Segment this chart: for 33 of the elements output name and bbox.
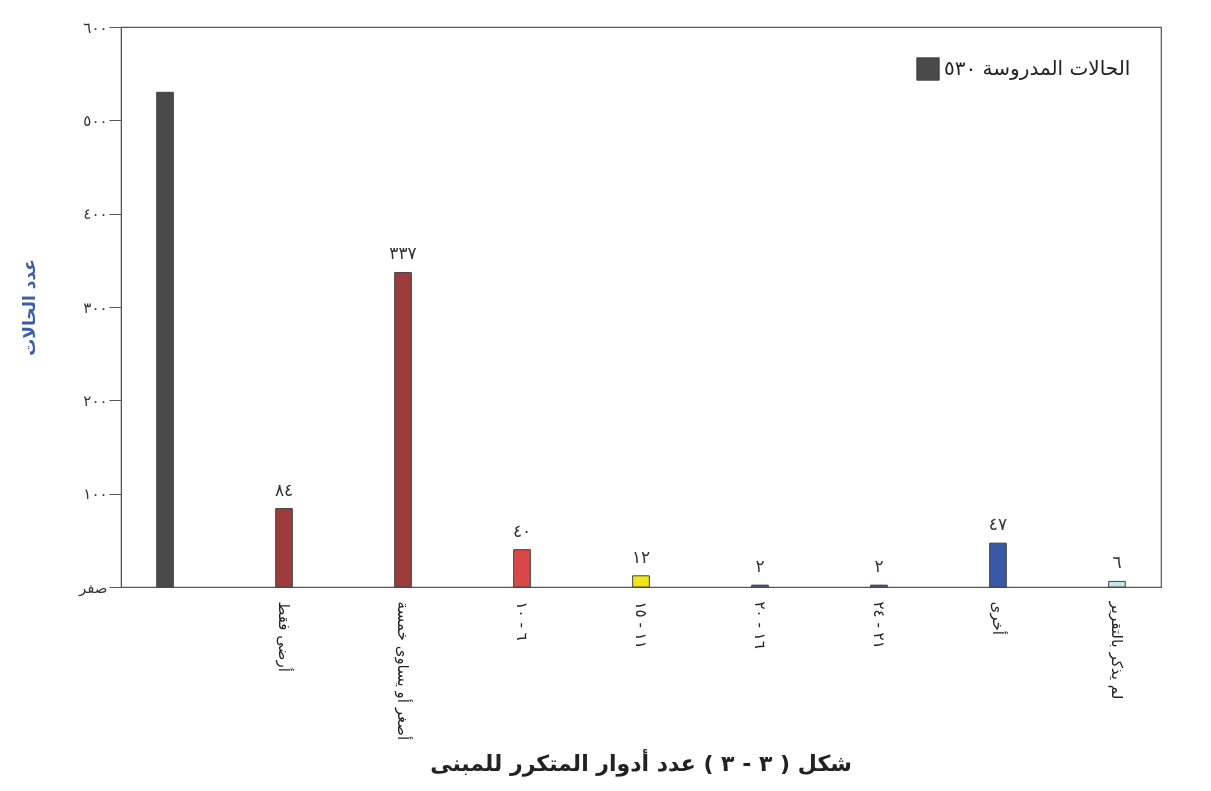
x-tick-label: أخرى <box>988 601 1008 635</box>
bar <box>1108 580 1126 588</box>
bar <box>632 575 650 588</box>
y-tick-label: ٥٠٠ <box>83 111 108 130</box>
data-label: ٣٣٧ <box>389 243 417 264</box>
legend-label: الحالات المدروسة ٥٣٠ <box>944 56 1131 80</box>
bar <box>394 271 412 588</box>
data-label: ٢ <box>874 556 884 577</box>
bar <box>513 549 531 588</box>
text: شكل ( ٣ - ٣ ) عدد أدوار المتكرر للمبنى <box>430 747 852 777</box>
y-tick-label: صفر <box>77 578 108 597</box>
x-tick-label: أصغر أو يساوى خمسة <box>394 601 414 741</box>
bar <box>989 542 1007 588</box>
data-label: ٨٤ <box>274 479 294 500</box>
x-tick-label: ٢١ - ٢٤ <box>869 601 888 649</box>
data-label: ٤٠ <box>512 520 532 541</box>
y-axis-title: عدد الحالات <box>18 259 39 356</box>
y-tick-label: ٦٠٠ <box>83 18 108 37</box>
x-tick-label: ١٦ - ٢٠ <box>750 601 769 649</box>
bar <box>275 508 293 588</box>
y-tick-label: ٣٠٠ <box>83 298 108 317</box>
data-label: ٢ <box>755 556 765 577</box>
x-tick-label: أرضى فقط <box>275 601 295 672</box>
x-tick-label: ٦ - ١٠ <box>513 601 532 641</box>
y-tick-label: ٢٠٠ <box>83 391 108 410</box>
data-label: ١٢ <box>631 546 651 567</box>
y-tick-label: ٤٠٠ <box>83 205 108 224</box>
data-label: ٦ <box>1112 552 1122 573</box>
bar <box>156 91 174 588</box>
x-tick-label: لم يذكر بالتقرير <box>1107 600 1126 700</box>
x-tick-label: ١١ - ١٥ <box>632 601 650 649</box>
y-tick-label: ١٠٠ <box>83 485 108 504</box>
data-label: ٤٧ <box>988 514 1008 535</box>
